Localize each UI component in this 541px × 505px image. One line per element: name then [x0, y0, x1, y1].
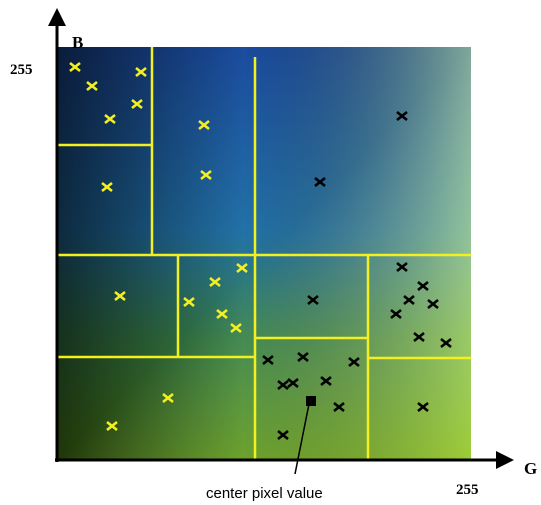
pixel-mark	[262, 354, 274, 366]
pixel-mark	[396, 110, 408, 122]
pixel-mark	[413, 331, 425, 343]
pixel-mark	[106, 420, 118, 432]
pixel-mark	[200, 169, 212, 181]
pixel-mark	[209, 276, 221, 288]
pixel-mark	[427, 298, 439, 310]
annotation: center pixel value	[206, 485, 323, 502]
pixel-mark	[183, 296, 195, 308]
pixel-mark	[403, 294, 415, 306]
pixel-mark	[307, 294, 319, 306]
pixel-mark	[297, 351, 309, 363]
pixel-mark	[104, 113, 116, 125]
pixel-mark	[135, 66, 147, 78]
color-space	[57, 47, 471, 460]
pixel-mark	[101, 181, 113, 193]
pixel-mark	[348, 356, 360, 368]
pixel-mark	[131, 98, 143, 110]
pixel-mark	[417, 401, 429, 413]
pixel-mark	[162, 392, 174, 404]
pointer-line	[294, 403, 310, 475]
pixel-mark	[86, 80, 98, 92]
pixel-mark	[277, 379, 289, 391]
pixel-marks	[69, 61, 452, 441]
pixel-mark	[230, 322, 242, 334]
pixel-mark	[314, 176, 326, 188]
pixel-mark	[114, 290, 126, 302]
pixel-mark	[333, 401, 345, 413]
x-axis-label: G	[524, 459, 537, 478]
x-axis-max: 255	[456, 482, 479, 498]
pixel-mark	[277, 429, 289, 441]
pixel-mark	[198, 119, 210, 131]
pixel-mark	[287, 377, 299, 389]
y-axis-max: 255	[10, 62, 33, 78]
partition-lines	[57, 47, 471, 460]
pixel-mark	[216, 308, 228, 320]
pixel-mark	[417, 280, 429, 292]
axes	[48, 8, 514, 469]
pixel-mark	[440, 337, 452, 349]
center-pixel	[306, 396, 316, 406]
pixel-mark	[320, 375, 332, 387]
pixel-mark	[390, 308, 402, 320]
pixel-mark	[396, 261, 408, 273]
y-axis-label: B	[72, 33, 83, 52]
pixel-mark	[69, 61, 81, 73]
pixel-mark	[236, 262, 248, 274]
